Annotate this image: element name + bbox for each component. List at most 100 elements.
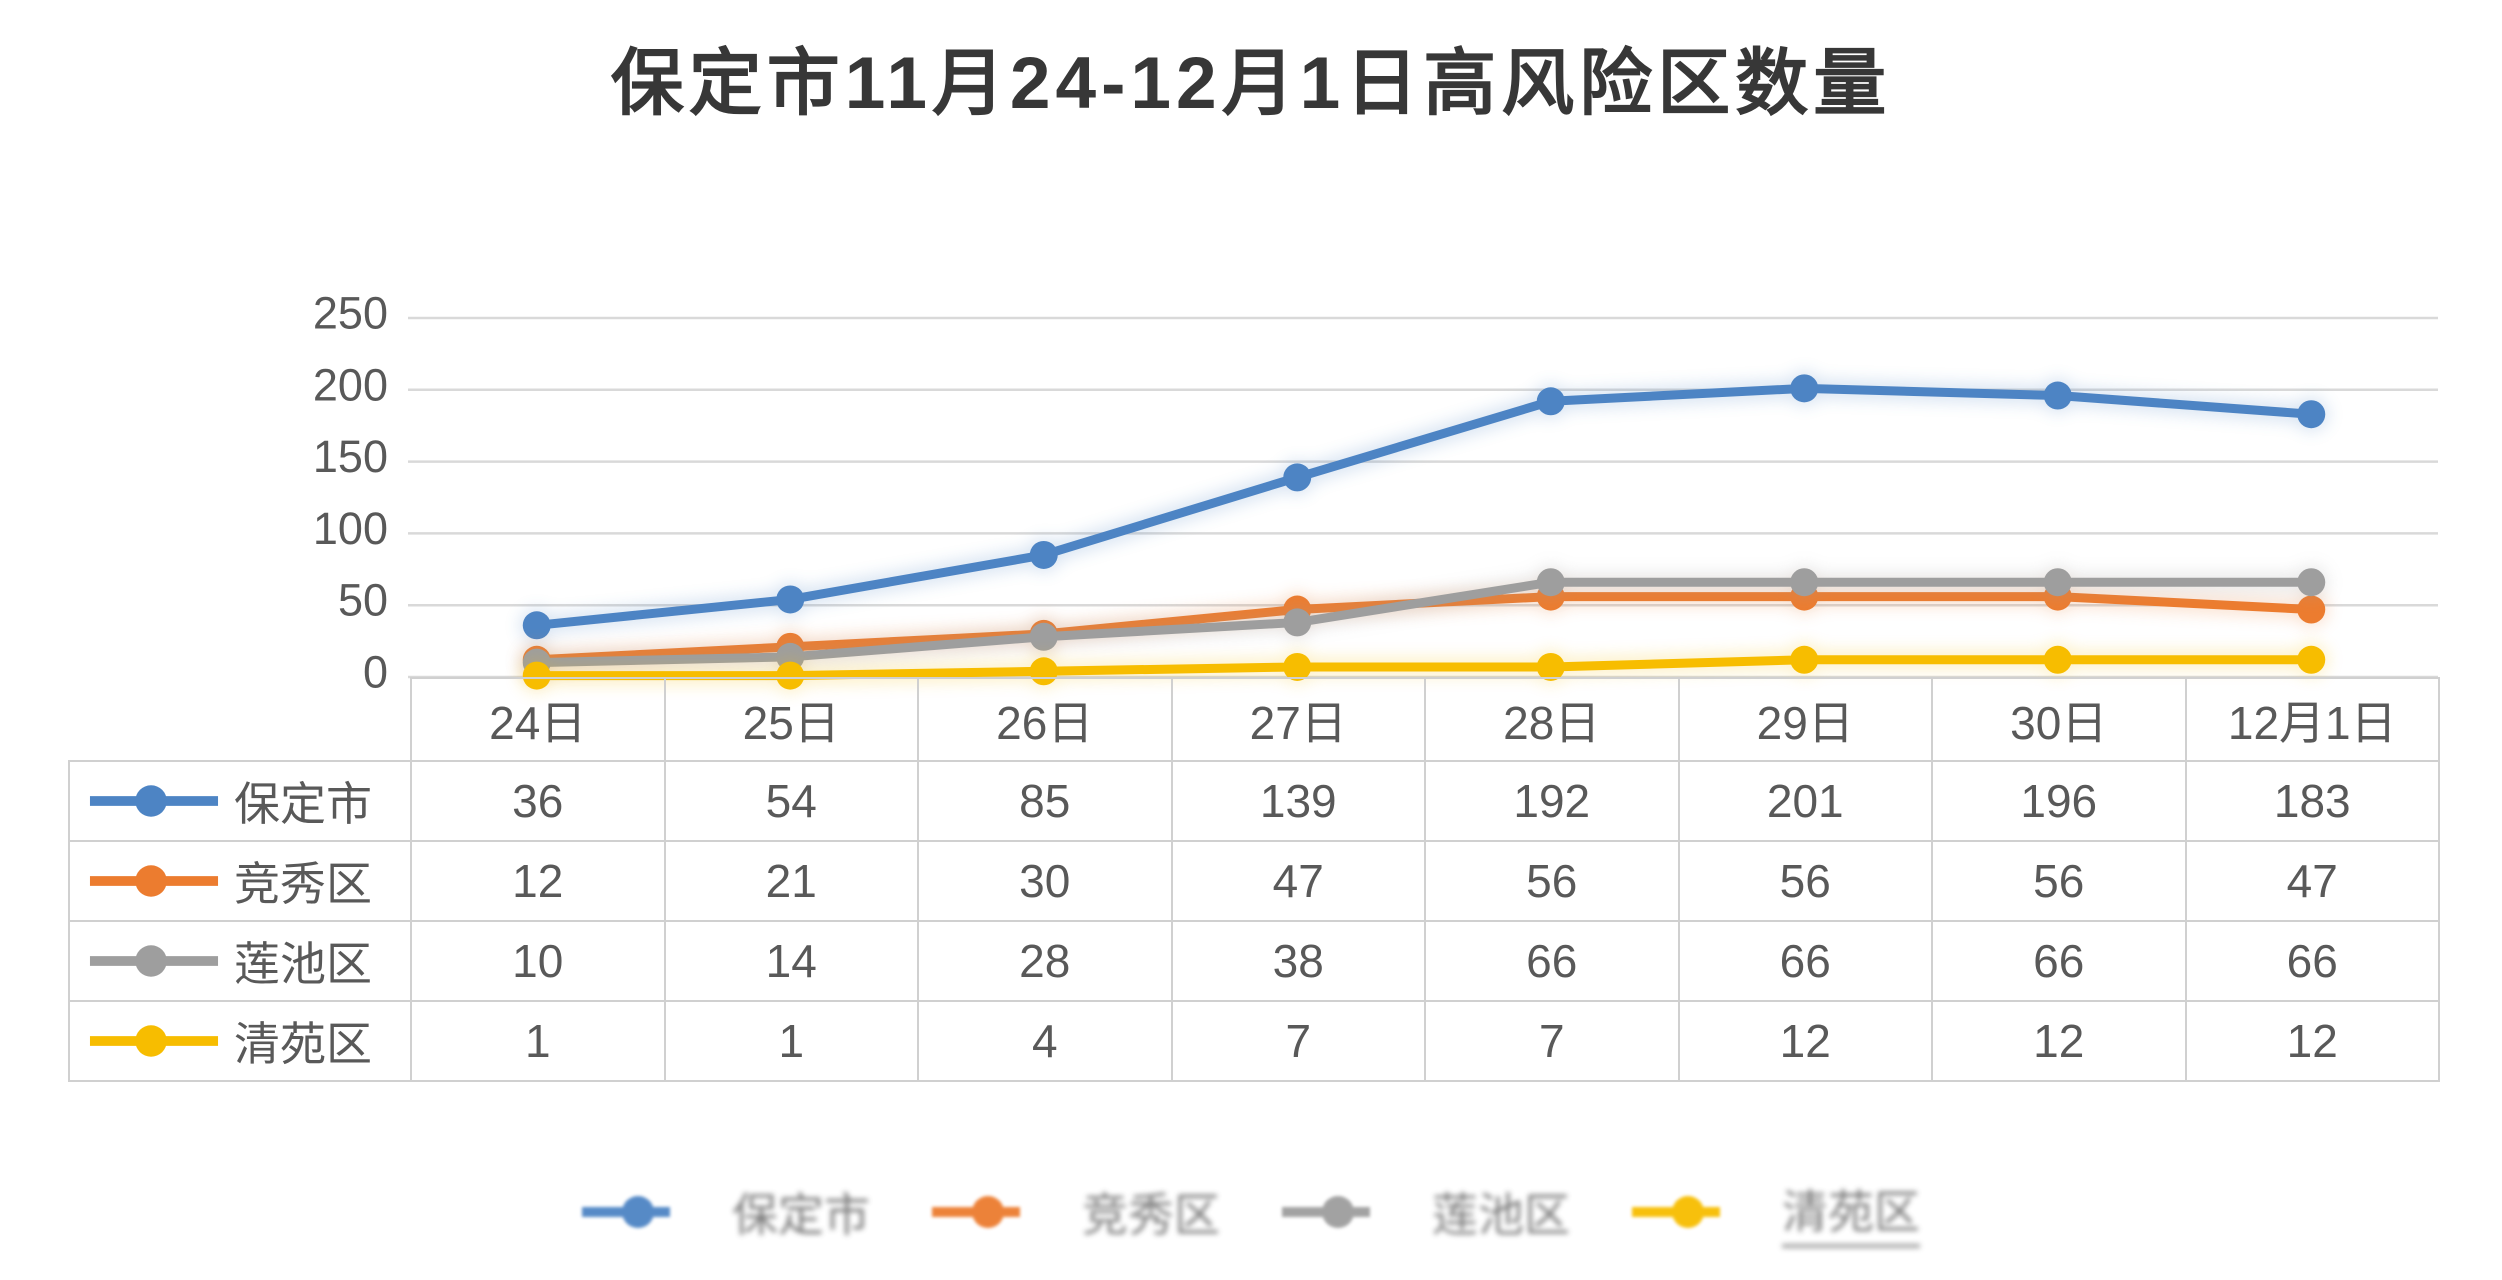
value-cell: 14	[663, 920, 919, 1002]
data-point	[2043, 568, 2072, 597]
category-header: 26日	[917, 677, 1173, 762]
legend-label: 清苑区	[1782, 1176, 1920, 1248]
y-axis-label: 50	[338, 575, 388, 626]
category-header: 28日	[1424, 677, 1680, 762]
series-name: 莲池区	[234, 938, 372, 990]
legend-key-icon	[1632, 1196, 1720, 1228]
data-point	[1536, 387, 1565, 416]
legend-key-icon	[1282, 1196, 1370, 1228]
value-cell: 47	[2184, 840, 2440, 922]
value-cell: 66	[1931, 920, 2187, 1002]
value-cell: 12	[2184, 1000, 2440, 1082]
data-point	[522, 611, 551, 640]
chart-data-table: 24日 25日 26日 27日 28日 29日 30日 12月1日 保定市 36 54 85 139 19…	[68, 677, 2440, 1082]
value-cell: 66	[2184, 920, 2440, 1002]
value-cell: 66	[1424, 920, 1680, 1002]
value-cell: 36	[410, 760, 666, 842]
series-key-icon	[89, 785, 219, 817]
value-cell: 7	[1170, 1000, 1426, 1082]
legend-label: 莲池区	[1432, 1189, 1570, 1241]
series-name: 竞秀区	[234, 858, 372, 910]
chart-title: 保定市11月24-12月1日高风险区数量	[610, 43, 1892, 124]
data-point	[1283, 608, 1312, 637]
y-axis-label: 150	[313, 431, 388, 482]
value-cell: 196	[1931, 760, 2187, 842]
value-cell: 1	[410, 1000, 666, 1082]
value-cell: 201	[1677, 760, 1933, 842]
legend-item: 保定市	[582, 1179, 870, 1245]
series-key-icon	[89, 945, 219, 977]
table-row: 清苑区 1 1 4 7 7 12 12 12	[68, 1000, 2440, 1082]
data-point	[1536, 652, 1565, 681]
series-row-label: 竞秀区	[68, 840, 412, 922]
value-cell: 38	[1170, 920, 1426, 1002]
data-point	[2297, 595, 2326, 624]
chart-legend: 保定市 竞秀区 莲池区 清苑区	[0, 1176, 2502, 1248]
value-cell: 7	[1424, 1000, 1680, 1082]
value-cell: 28	[917, 920, 1173, 1002]
value-cell: 54	[663, 760, 919, 842]
value-cell: 1	[663, 1000, 919, 1082]
data-point	[1790, 374, 1819, 403]
value-cell: 47	[1170, 840, 1426, 922]
data-point	[1029, 622, 1058, 651]
category-header: 27日	[1170, 677, 1426, 762]
value-cell: 12	[410, 840, 666, 922]
legend-key-icon	[582, 1196, 670, 1228]
category-header: 24日	[410, 677, 666, 762]
value-cell: 21	[663, 840, 919, 922]
legend-key-icon	[932, 1196, 1020, 1228]
value-cell: 56	[1677, 840, 1933, 922]
category-header: 29日	[1677, 677, 1933, 762]
value-cell: 56	[1931, 840, 2187, 922]
data-point	[2043, 381, 2072, 410]
series-line	[522, 645, 2326, 690]
data-point	[1536, 568, 1565, 597]
legend-label: 竞秀区	[1082, 1189, 1220, 1241]
value-cell: 192	[1424, 760, 1680, 842]
series-row-label: 保定市	[68, 760, 412, 842]
series-line	[522, 374, 2326, 640]
data-point	[1283, 652, 1312, 681]
data-point	[1790, 568, 1819, 597]
value-cell: 12	[1677, 1000, 1933, 1082]
series-name: 清苑区	[234, 1018, 372, 1070]
legend-item: 莲池区	[1282, 1179, 1570, 1245]
data-point	[1029, 540, 1058, 569]
table-corner	[69, 678, 411, 761]
category-header: 25日	[663, 677, 919, 762]
y-axis-label: 0	[363, 647, 388, 698]
series-key-icon	[89, 1025, 219, 1057]
data-point	[776, 585, 805, 614]
y-axis-label: 100	[313, 503, 388, 554]
value-cell: 66	[1677, 920, 1933, 1002]
value-cell: 183	[2184, 760, 2440, 842]
series-row-label: 清苑区	[68, 1000, 412, 1082]
value-cell: 30	[917, 840, 1173, 922]
legend-label: 保定市	[732, 1189, 870, 1241]
data-point	[2043, 645, 2072, 674]
series-key-icon	[89, 865, 219, 897]
data-point	[2297, 645, 2326, 674]
y-axis-label: 250	[313, 288, 388, 339]
legend-item: 竞秀区	[932, 1179, 1220, 1245]
table-header-row: 24日 25日 26日 27日 28日 29日 30日 12月1日	[69, 677, 2440, 762]
value-cell: 85	[917, 760, 1173, 842]
data-point	[1790, 645, 1819, 674]
table-row: 竞秀区 12 21 30 47 56 56 56 47	[68, 840, 2440, 922]
category-header: 30日	[1931, 677, 2187, 762]
value-cell: 139	[1170, 760, 1426, 842]
data-point	[2297, 400, 2326, 429]
legend-item: 清苑区	[1632, 1176, 1920, 1248]
series-row-label: 莲池区	[68, 920, 412, 1002]
value-cell: 56	[1424, 840, 1680, 922]
value-cell: 4	[917, 1000, 1173, 1082]
y-axis-label: 200	[313, 359, 388, 410]
data-point	[1283, 463, 1312, 492]
table-row: 保定市 36 54 85 139 192 201 196 183	[68, 760, 2440, 842]
table-row: 莲池区 10 14 28 38 66 66 66 66	[68, 920, 2440, 1002]
data-point	[2297, 568, 2326, 597]
value-cell: 12	[1931, 1000, 2187, 1082]
